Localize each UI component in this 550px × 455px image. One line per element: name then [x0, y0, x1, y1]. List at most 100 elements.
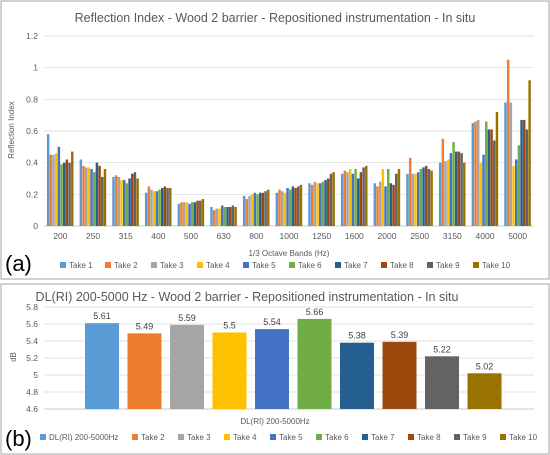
panel-a-bar: [57, 146, 61, 226]
panel-a-bar: [267, 189, 270, 226]
panel-b-data-labels: 5.61 5.49 5.59 5.5 5.54 5.66 5.38 5.39 5.22 5.02: [93, 307, 493, 371]
panel-b-legend-swatch: [362, 434, 368, 440]
panel-a-bar: [155, 191, 159, 226]
panel-b-bar: [340, 342, 374, 409]
panel-a-bar: [525, 129, 529, 226]
panel-a-bar: [419, 169, 423, 226]
panel-a-legend-label: Take 4: [206, 261, 230, 270]
panel-a-bar: [460, 153, 463, 226]
panel-b-bar: [382, 341, 417, 409]
panel-a-legend-label: Take 6: [298, 261, 322, 270]
panel-a-bar: [495, 112, 499, 226]
panel-a-bar: [297, 186, 300, 226]
panel-a-legend-swatch: [335, 262, 341, 268]
panel-b-data-label: 5.22: [433, 344, 451, 354]
panel-a-bar: [158, 189, 161, 226]
panel-a-y-axis-label: Reflection Index: [7, 101, 16, 158]
panel-a-bar: [487, 129, 491, 226]
panel-a-bar: [408, 157, 412, 226]
panel-b: DL(RI) 200-5000 Hz - Wood 2 barrier - Re…: [0, 283, 550, 455]
panel-b-legend-label: DL(RI) 200-5000Hz: [49, 433, 118, 442]
panel-a-bar: [185, 202, 189, 226]
panel-a-bar: [485, 121, 488, 226]
panel-a-bar: [286, 188, 289, 226]
panel-a-bar: [346, 172, 349, 226]
panel-a-bar: [509, 102, 513, 226]
panel-a-x-tick-label: 315: [119, 231, 133, 241]
panel-a-bar: [150, 189, 153, 226]
panel-b-bar: [467, 373, 502, 409]
panel-a-bar: [291, 186, 295, 226]
panel-a-legend-label: Take 1: [69, 261, 93, 270]
panel-a-bar: [264, 191, 267, 226]
panel-a-legend-label: Take 2: [114, 261, 138, 270]
panel-a-bar: [294, 188, 297, 226]
panel-a-y-tick-label: 1.2: [26, 31, 38, 41]
panel-a-title: Reflection Index - Wood 2 barrier - Repo…: [75, 11, 476, 25]
panel-b-bars: [85, 318, 502, 409]
panel-a-bar: [504, 102, 507, 226]
panel-b-data-label: 5.02: [476, 361, 494, 371]
panel-a-x-tick-label: 2000: [378, 231, 397, 241]
panel-a-legend-swatch: [197, 262, 203, 268]
panel-a-bar: [514, 159, 518, 226]
panel-b-data-label: 5.38: [348, 331, 366, 341]
panel-a-bar: [71, 151, 74, 226]
panel-a-bar: [52, 154, 55, 226]
panel-a-bar: [471, 123, 475, 226]
panel-b-y-tick-label: 5.2: [26, 353, 38, 363]
panel-a-bar: [416, 172, 420, 226]
panel-b-legend-label: Take 8: [417, 433, 441, 442]
panel-a-legend-swatch: [60, 262, 66, 268]
panel-a-bar: [93, 172, 96, 226]
panel-a-bar: [177, 203, 181, 226]
panel-b-bar: [255, 329, 289, 409]
panel-a-bar: [308, 183, 311, 226]
panel-a-bar: [348, 169, 352, 226]
panel-a-bar: [54, 153, 58, 226]
panel-a-bar: [133, 172, 137, 226]
panel-a-bar: [378, 181, 382, 226]
panel-a-bar: [229, 207, 232, 226]
panel-a-bar: [98, 165, 101, 226]
panel-a-bar: [318, 183, 322, 226]
panel-a-bar: [414, 173, 417, 226]
panel-a-bar: [327, 178, 330, 226]
panel-a-y-tick-label: 0.2: [26, 189, 38, 199]
panel-a-bar: [493, 140, 496, 226]
panel-a-bar: [234, 207, 237, 226]
panel-a-bar: [280, 191, 284, 226]
panel-a-x-ticks: 200 250 315 400 500 630 800 1000 1250 1600 2000 250…: [53, 231, 527, 241]
panel-a-bar: [389, 183, 393, 226]
panel-a-bar: [310, 184, 314, 226]
panel-a-bar: [169, 188, 172, 226]
panel-a-x-tick-label: 200: [53, 231, 67, 241]
panel-b-legend-label: Take 9: [463, 433, 487, 442]
panel-a-bar: [430, 170, 433, 226]
panel-a-bar: [250, 194, 254, 226]
panel-b-legend-swatch: [270, 434, 276, 440]
panel-a-bar: [199, 200, 202, 226]
panel-a-legend-swatch: [289, 262, 295, 268]
panel-b-data-label: 5.5: [223, 321, 236, 331]
panel-a-bar: [101, 176, 104, 226]
panel-a-bar: [248, 195, 251, 226]
panel-a-bar: [79, 159, 83, 226]
panel-b-title: DL(RI) 200-5000 Hz - Wood 2 barrier - Re…: [36, 290, 459, 304]
panel-a-bar: [476, 119, 480, 226]
panel-a-bar: [166, 188, 169, 226]
panel-a-legend-swatch: [243, 262, 249, 268]
panel-a-bar: [259, 192, 262, 226]
panel-a-bar: [152, 191, 156, 226]
panel-b-data-label: 5.59: [178, 313, 196, 323]
panel-b-bar: [170, 324, 204, 409]
panel-a-bar: [223, 207, 227, 226]
panel-a-x-tick-label: 3150: [443, 231, 462, 241]
panel-a-legend-label: Take 9: [436, 261, 460, 270]
panel-a-bar: [387, 169, 390, 226]
panel-a-bar: [131, 173, 134, 226]
panel-b-legend-label: Take 5: [279, 433, 303, 442]
panel-b-data-label: 5.61: [93, 311, 111, 321]
panel-a-bar: [210, 207, 213, 226]
